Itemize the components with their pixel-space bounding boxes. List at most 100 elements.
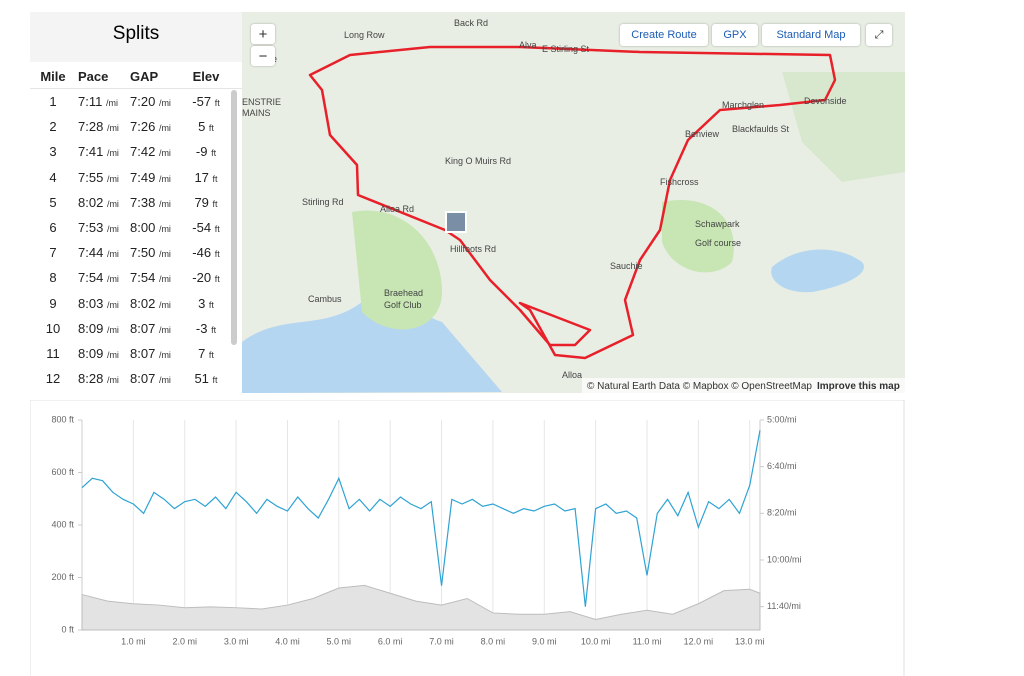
unit: /mi <box>106 375 119 386</box>
splits-panel: Splits Mile Pace GAP Elev 1 7:11 /mi 7:20 /mi… <box>30 12 242 393</box>
park <box>662 200 734 273</box>
fullscreen[interactable]: ⤢ <box>866 24 892 46</box>
split-cell: -57 ft <box>182 94 230 109</box>
split-value: 8:07 <box>130 371 156 387</box>
split-value: 7:28 <box>78 119 104 135</box>
split-value: 7:44 <box>78 245 104 261</box>
split-value: 7 <box>198 345 206 361</box>
column-header: GAP <box>130 68 159 84</box>
split-value: 2 <box>49 119 57 135</box>
split-value: 8:07 <box>130 320 156 336</box>
map-label: E Stirling St <box>542 44 590 54</box>
split-value: 8 <box>49 270 57 286</box>
athlete-photo[interactable] <box>445 211 467 233</box>
split-row: 1 7:11 /mi 7:20 /mi -57 ft <box>30 89 242 114</box>
y-tick-label: 800 ft <box>51 414 74 424</box>
split-cell: 79 ft <box>182 195 230 210</box>
split-cell: 2 <box>30 119 76 134</box>
split-row: 12 8:28 /mi 8:07 /mi 51 ft <box>30 366 242 391</box>
unit: /mi <box>158 148 171 159</box>
split-cell: 8:28 /mi <box>76 371 130 386</box>
unit: ft <box>212 375 218 386</box>
improve-map[interactable]: Improve this map <box>817 381 900 392</box>
unit: ft <box>208 123 214 134</box>
split-cell: 51 ft <box>182 371 230 386</box>
split-cell: 8:07 /mi <box>130 321 182 336</box>
splits-header: Mile Pace GAP Elev <box>30 64 242 89</box>
x-tick-label: 10.0 mi <box>581 636 611 646</box>
map-label: Stirling Rd <box>302 197 344 207</box>
split-value: 10 <box>45 320 61 336</box>
split-value: 3 <box>198 295 206 311</box>
x-tick-label: 8.0 mi <box>481 636 506 646</box>
map-label: Golf Club <box>384 300 422 310</box>
split-value: 7:54 <box>130 270 156 286</box>
map-label: Blackfaulds St <box>732 124 790 134</box>
split-cell: 8:07 /mi <box>130 346 182 361</box>
split-cell: 7 <box>30 245 76 260</box>
scrollbar[interactable] <box>231 90 237 345</box>
split-value: 7:54 <box>78 270 104 286</box>
column-header: Elev <box>192 68 220 84</box>
split-row: 2 7:28 /mi 7:26 /mi 5 ft <box>30 114 242 139</box>
unit: /mi <box>158 198 171 209</box>
split-value: -46 <box>192 245 212 261</box>
split-cell: 1 <box>30 94 76 109</box>
unit: ft <box>214 274 220 285</box>
unit: /mi <box>158 349 171 360</box>
split-value: 7:20 <box>130 94 156 110</box>
unit: /mi <box>106 123 119 134</box>
split-cell: 8:09 /mi <box>76 321 130 336</box>
split-cell: 8:09 /mi <box>76 346 130 361</box>
x-tick-label: 11.0 mi <box>633 636 662 646</box>
map-label: Sauchie <box>610 261 643 271</box>
map-label: Hillfoots Rd <box>450 244 496 254</box>
unit: /mi <box>106 274 119 285</box>
x-tick-label: 1.0 mi <box>121 636 146 646</box>
map-style[interactable]: Standard Map <box>762 24 860 46</box>
map-label: Golf course <box>695 238 741 248</box>
split-value: 79 <box>194 194 209 210</box>
split-row: 4 7:55 /mi 7:49 /mi 17 ft <box>30 165 242 190</box>
y2-tick-label: 5:00/mi <box>767 414 797 424</box>
unit: /mi <box>105 98 118 109</box>
x-tick-label: 12.0 mi <box>684 636 714 646</box>
split-cell: 3 <box>30 144 76 159</box>
split-cell: 7:41 /mi <box>76 144 130 159</box>
split-cell: 7:49 /mi <box>130 170 182 185</box>
split-value: -20 <box>192 270 212 286</box>
unit: /mi <box>158 98 171 109</box>
split-cell: 6 <box>30 220 76 235</box>
split-value: 7 <box>49 245 57 261</box>
split-value: 8:02 <box>78 194 104 210</box>
split-cell: 8 <box>30 270 76 285</box>
create-route[interactable]: Create Route <box>620 24 708 46</box>
unit: ft <box>211 148 217 159</box>
map-label: ENSTRIE <box>242 97 281 107</box>
split-value: 8:28 <box>78 371 104 387</box>
unit: /mi <box>158 123 171 134</box>
gpx[interactable]: GPX <box>712 24 758 46</box>
y2-tick-label: 6:40/mi <box>767 461 797 471</box>
split-value: 17 <box>194 169 209 185</box>
split-cell: 8:02 /mi <box>130 296 182 311</box>
split-cell: -46 ft <box>182 245 230 260</box>
split-row: 11 8:09 /mi 8:07 /mi 7 ft <box>30 341 242 366</box>
zoom-in[interactable]: + <box>251 24 275 44</box>
split-cell: 7:38 /mi <box>130 195 182 210</box>
split-value: 3 <box>49 144 57 160</box>
column-header: Mile <box>40 68 66 84</box>
split-value: 7:42 <box>130 144 156 160</box>
split-cell: 7:11 /mi <box>76 94 130 109</box>
map-label: Fishcross <box>660 177 699 187</box>
lake <box>771 249 864 293</box>
unit: /mi <box>158 375 171 386</box>
split-value: 8:02 <box>130 295 156 311</box>
unit: /mi <box>158 224 171 235</box>
zoom-out[interactable]: − <box>251 46 275 66</box>
split-row: 10 8:09 /mi 8:07 /mi -3 ft <box>30 316 242 341</box>
split-cell: 7:50 /mi <box>130 245 182 260</box>
map-label: Alloa Rd <box>380 204 414 214</box>
